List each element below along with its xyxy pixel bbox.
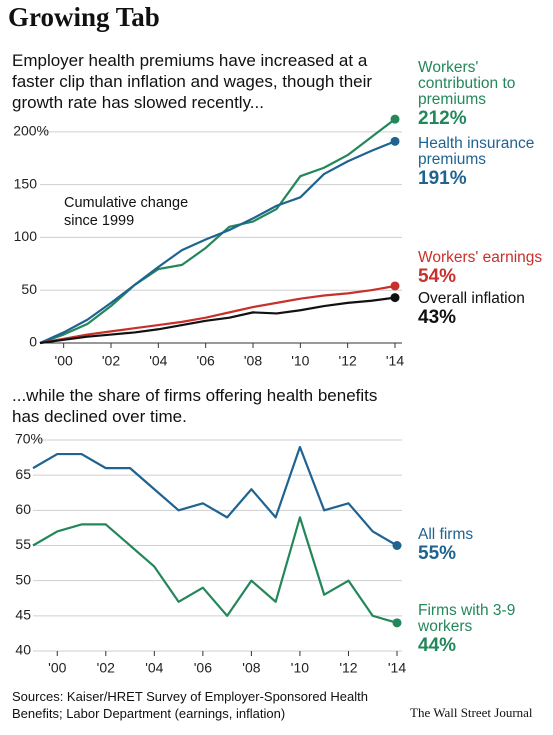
subtitle: ...while the share of firms offering hea… — [12, 386, 378, 426]
value-label: 43% — [418, 307, 457, 328]
end-dot — [390, 136, 400, 146]
line — [32, 445, 398, 547]
legend-entry: Workers' contribution to premiums — [418, 59, 516, 108]
y-tick-label: 50 — [21, 281, 37, 297]
y-tick-label: 150 — [14, 175, 38, 191]
x-tick-label: '04 — [149, 353, 167, 369]
line — [39, 140, 396, 345]
x-tick-label: '00 — [48, 660, 66, 676]
y-tick-label: 65 — [15, 466, 31, 482]
x-tick-label: '06 — [197, 353, 215, 369]
value-label: 212% — [418, 108, 467, 129]
series-label: Firms with 3-9 workers 44% — [418, 603, 550, 657]
end-dot — [390, 281, 400, 291]
annotation: Cumulative change since 1999 — [64, 195, 189, 229]
series-label: Workers' earnings 54% — [418, 250, 550, 288]
title: Growing Tab — [8, 2, 160, 32]
legend-entry: Overall inflation — [418, 290, 525, 307]
legend-entry: Workers' earnings — [418, 249, 543, 266]
series-label: All firms 55% — [418, 527, 550, 565]
line — [32, 516, 398, 624]
y-tick-label: 50 — [15, 571, 31, 587]
end-dot — [390, 293, 400, 303]
credit: The Wall Street Journal — [410, 705, 533, 720]
legend-entry: All firms — [418, 526, 474, 543]
x-tick-label: '10 — [291, 353, 309, 369]
y-tick-label: 200% — [13, 123, 49, 139]
x-tick-label: '02 — [102, 353, 120, 369]
y-tick-label: 45 — [15, 607, 31, 623]
x-tick-label: '12 — [339, 353, 357, 369]
value-label: 55% — [418, 543, 457, 564]
y-tick-label: 0 — [29, 334, 37, 350]
x-tick-label: '14 — [386, 353, 404, 369]
end-dot — [392, 618, 402, 628]
sources: Sources: Kaiser/HRET Survey of Employer-… — [12, 689, 368, 721]
x-tick-label: '02 — [97, 660, 115, 676]
series-label: Workers' contribution to premiums 212% — [418, 60, 550, 130]
series-label: Health insurance premiums 191% — [418, 136, 550, 190]
y-tick-label: 40 — [15, 642, 31, 658]
end-dot — [392, 541, 402, 550]
series-label: Overall inflation 43% — [418, 291, 550, 329]
end-dot — [390, 114, 400, 124]
x-tick-label: '06 — [194, 660, 212, 676]
y-tick-label: 100 — [14, 228, 38, 244]
x-tick-label: '12 — [339, 660, 357, 676]
y-tick-label: 60 — [15, 501, 31, 517]
subtitle: Employer health premiums have increased … — [12, 51, 373, 112]
x-tick-label: '08 — [244, 353, 262, 369]
value-label: 54% — [418, 266, 457, 287]
legend-entry: Health insurance premiums — [418, 135, 535, 168]
y-tick-label: 70% — [15, 431, 43, 447]
y-tick-label: 55 — [15, 536, 31, 552]
x-tick-label: '10 — [291, 660, 309, 676]
x-tick-label: '14 — [388, 660, 406, 676]
line — [39, 296, 396, 345]
x-tick-label: '00 — [55, 353, 73, 369]
line — [39, 284, 396, 345]
value-label: 191% — [418, 168, 467, 189]
line — [39, 118, 396, 345]
x-tick-label: '04 — [145, 660, 163, 676]
value-label: 44% — [418, 635, 457, 656]
x-tick-label: '08 — [242, 660, 260, 676]
legend-entry: Firms with 3-9 workers — [418, 602, 516, 635]
